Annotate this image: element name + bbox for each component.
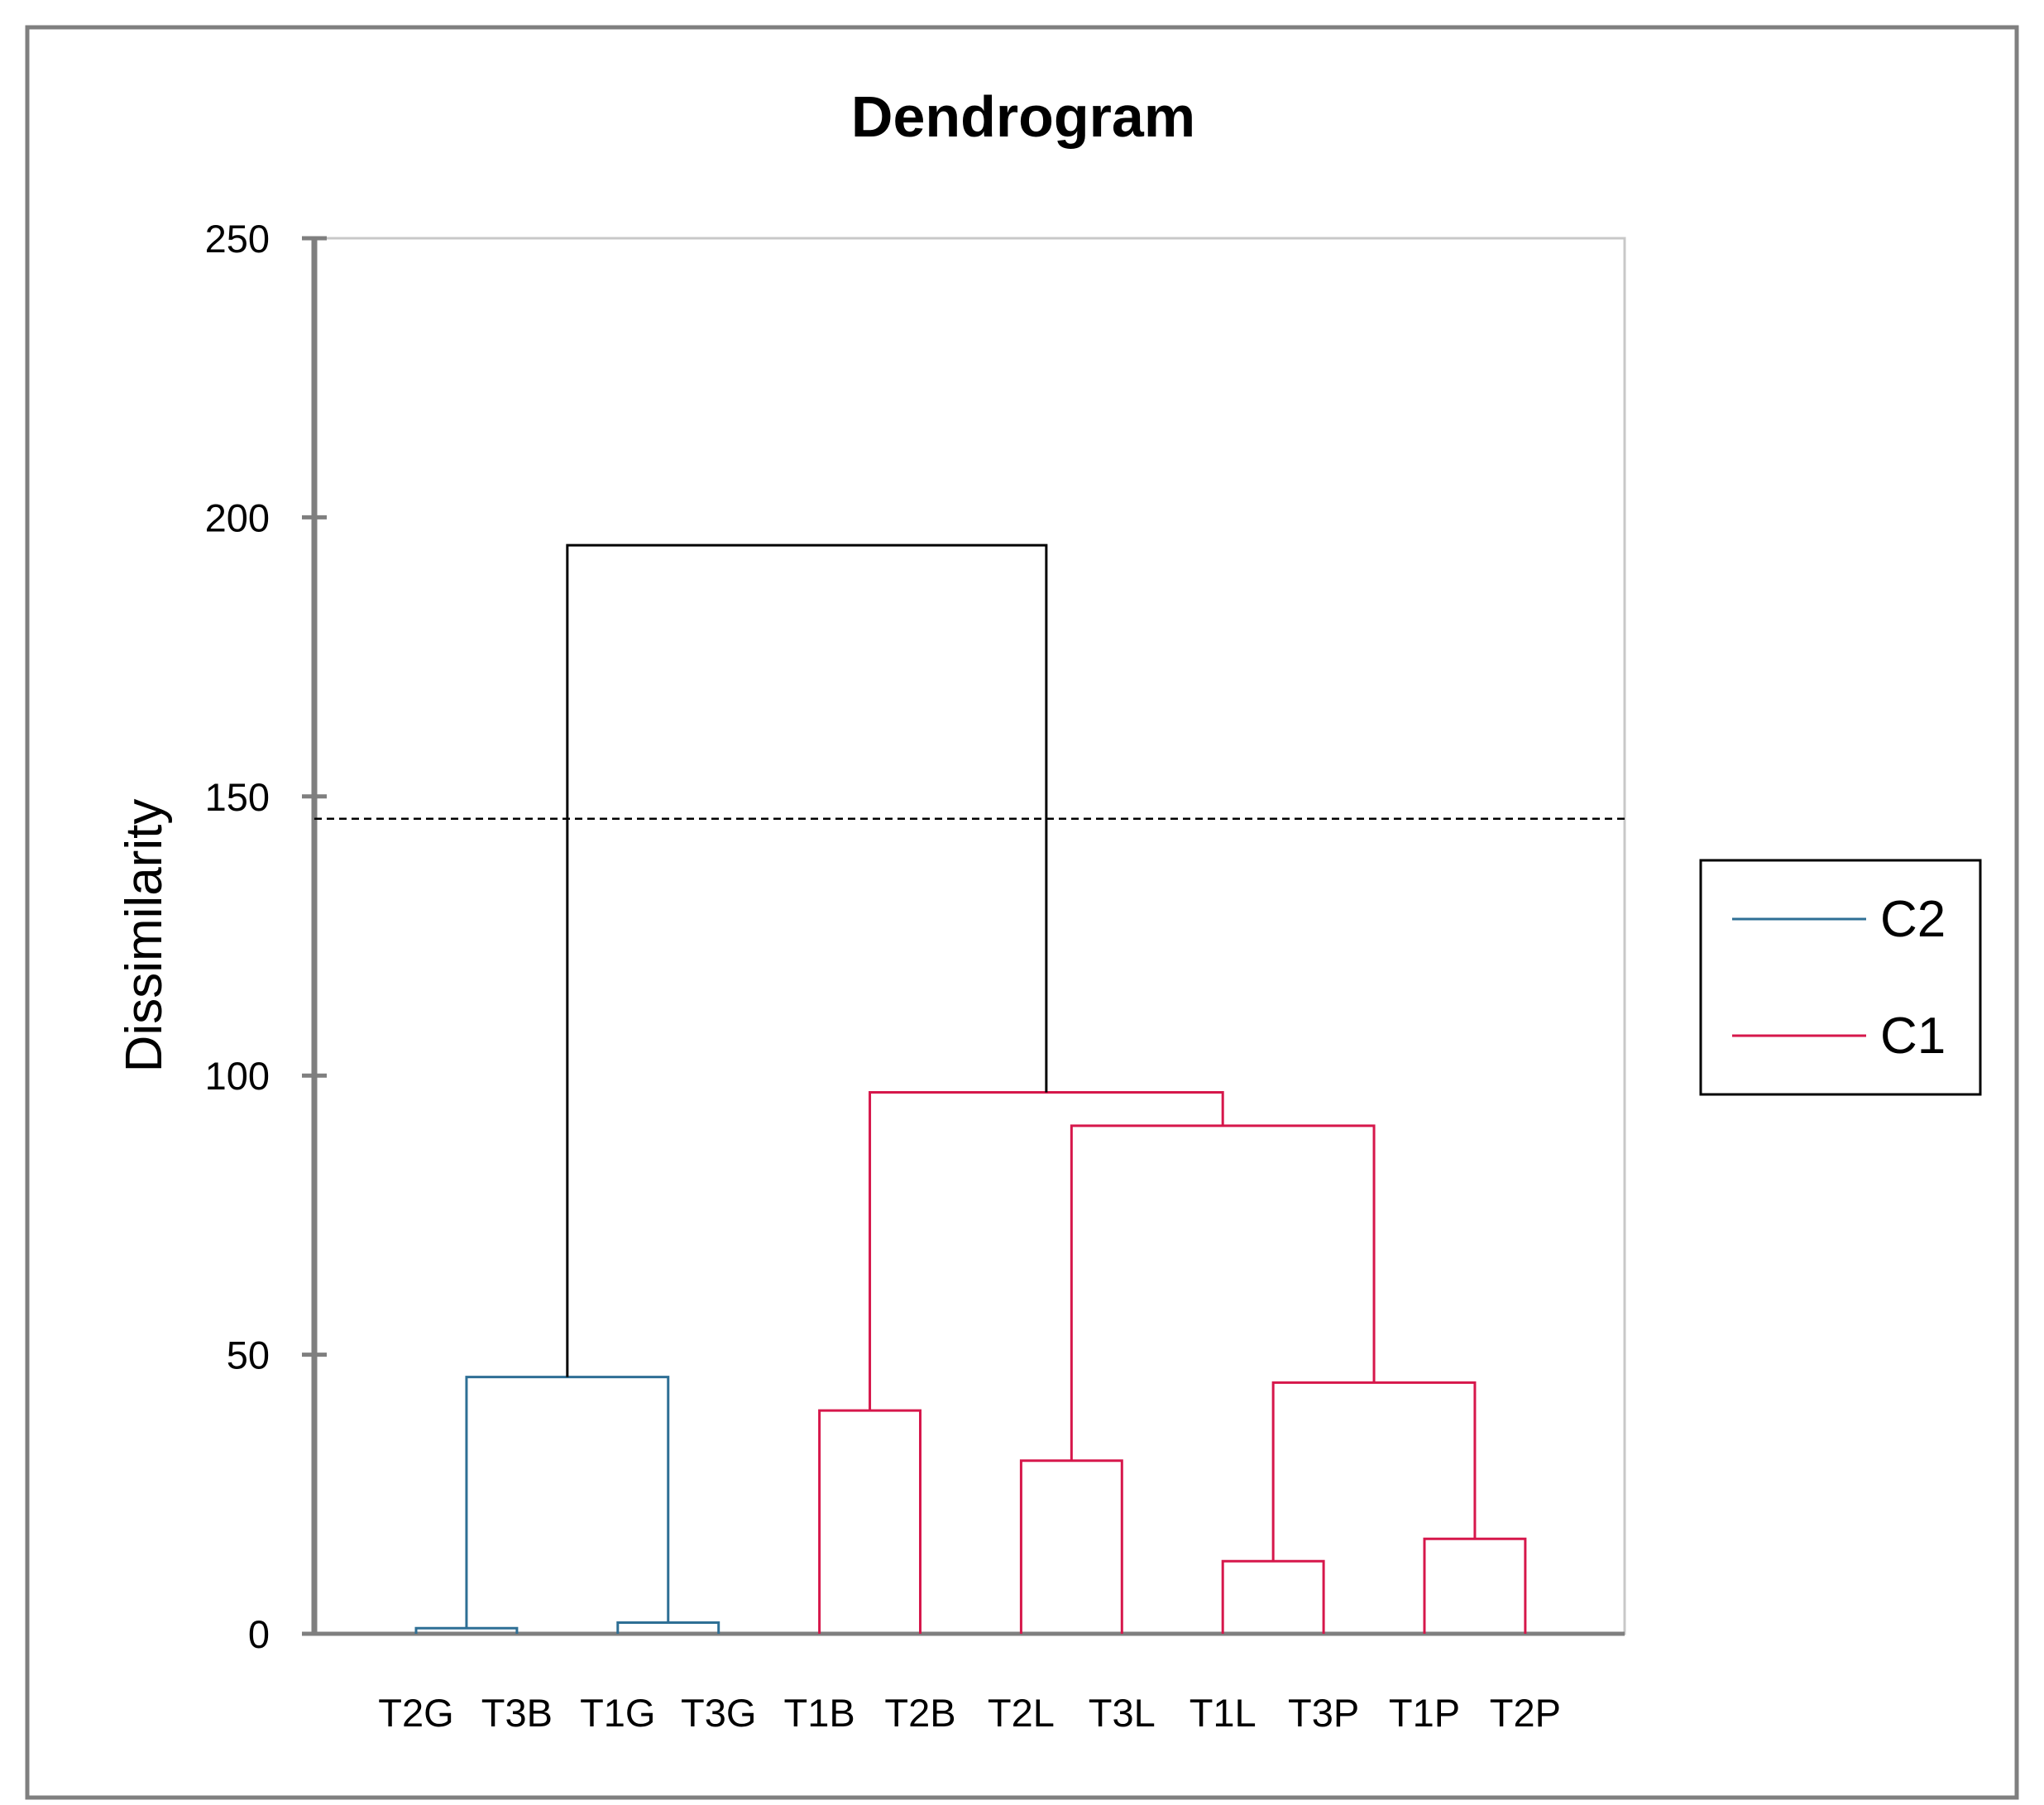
leaf-label-t3l: T3L xyxy=(1089,1691,1156,1735)
leaf-labels: T2G T3B T1G T3G T1B T2B T2L T3L T1L T3P T1P T2P xyxy=(378,1691,1561,1735)
legend-label-c1: C1 xyxy=(1880,1008,1946,1065)
dendrogram-link-m6 xyxy=(1221,1559,1325,1634)
y-tick-label: 200 xyxy=(205,496,270,539)
y-tick-label: 150 xyxy=(205,775,270,819)
y-tick-label: 50 xyxy=(227,1333,270,1377)
leaf-label-t1p: T1P xyxy=(1389,1691,1460,1735)
leaf-label-t2b: T2B xyxy=(884,1691,955,1735)
leaf-label-t3b: T3B xyxy=(481,1691,553,1735)
leaf-label-t3p: T3P xyxy=(1288,1691,1359,1735)
leaf-label-t1b: T1B xyxy=(783,1691,854,1735)
legend-label-c2: C2 xyxy=(1880,891,1946,948)
legend: C2 C1 xyxy=(1699,859,1982,1096)
chart-title: Dendrogram xyxy=(851,84,1195,149)
leaf-label-t1l: T1L xyxy=(1190,1691,1257,1735)
dendrogram-links xyxy=(414,543,1527,1634)
leaf-label-t3g: T3G xyxy=(681,1691,756,1735)
leaf-label-t2l: T2L xyxy=(988,1691,1055,1735)
y-axis-label: Dissimilarity xyxy=(116,799,173,1073)
legend-box xyxy=(1699,859,1982,1096)
dendrogram-link-m11 xyxy=(566,543,1048,1377)
leaf-label-t2g: T2G xyxy=(378,1691,453,1735)
leaf-label-t1g: T1G xyxy=(580,1691,655,1735)
y-tick-label: 100 xyxy=(205,1054,270,1098)
y-tick-label: 0 xyxy=(248,1612,270,1656)
leaf-label-t2p: T2P xyxy=(1490,1691,1561,1735)
y-axis-ticks: 0 50 100 150 200 250 xyxy=(205,217,327,1656)
y-tick-label: 250 xyxy=(205,217,270,261)
